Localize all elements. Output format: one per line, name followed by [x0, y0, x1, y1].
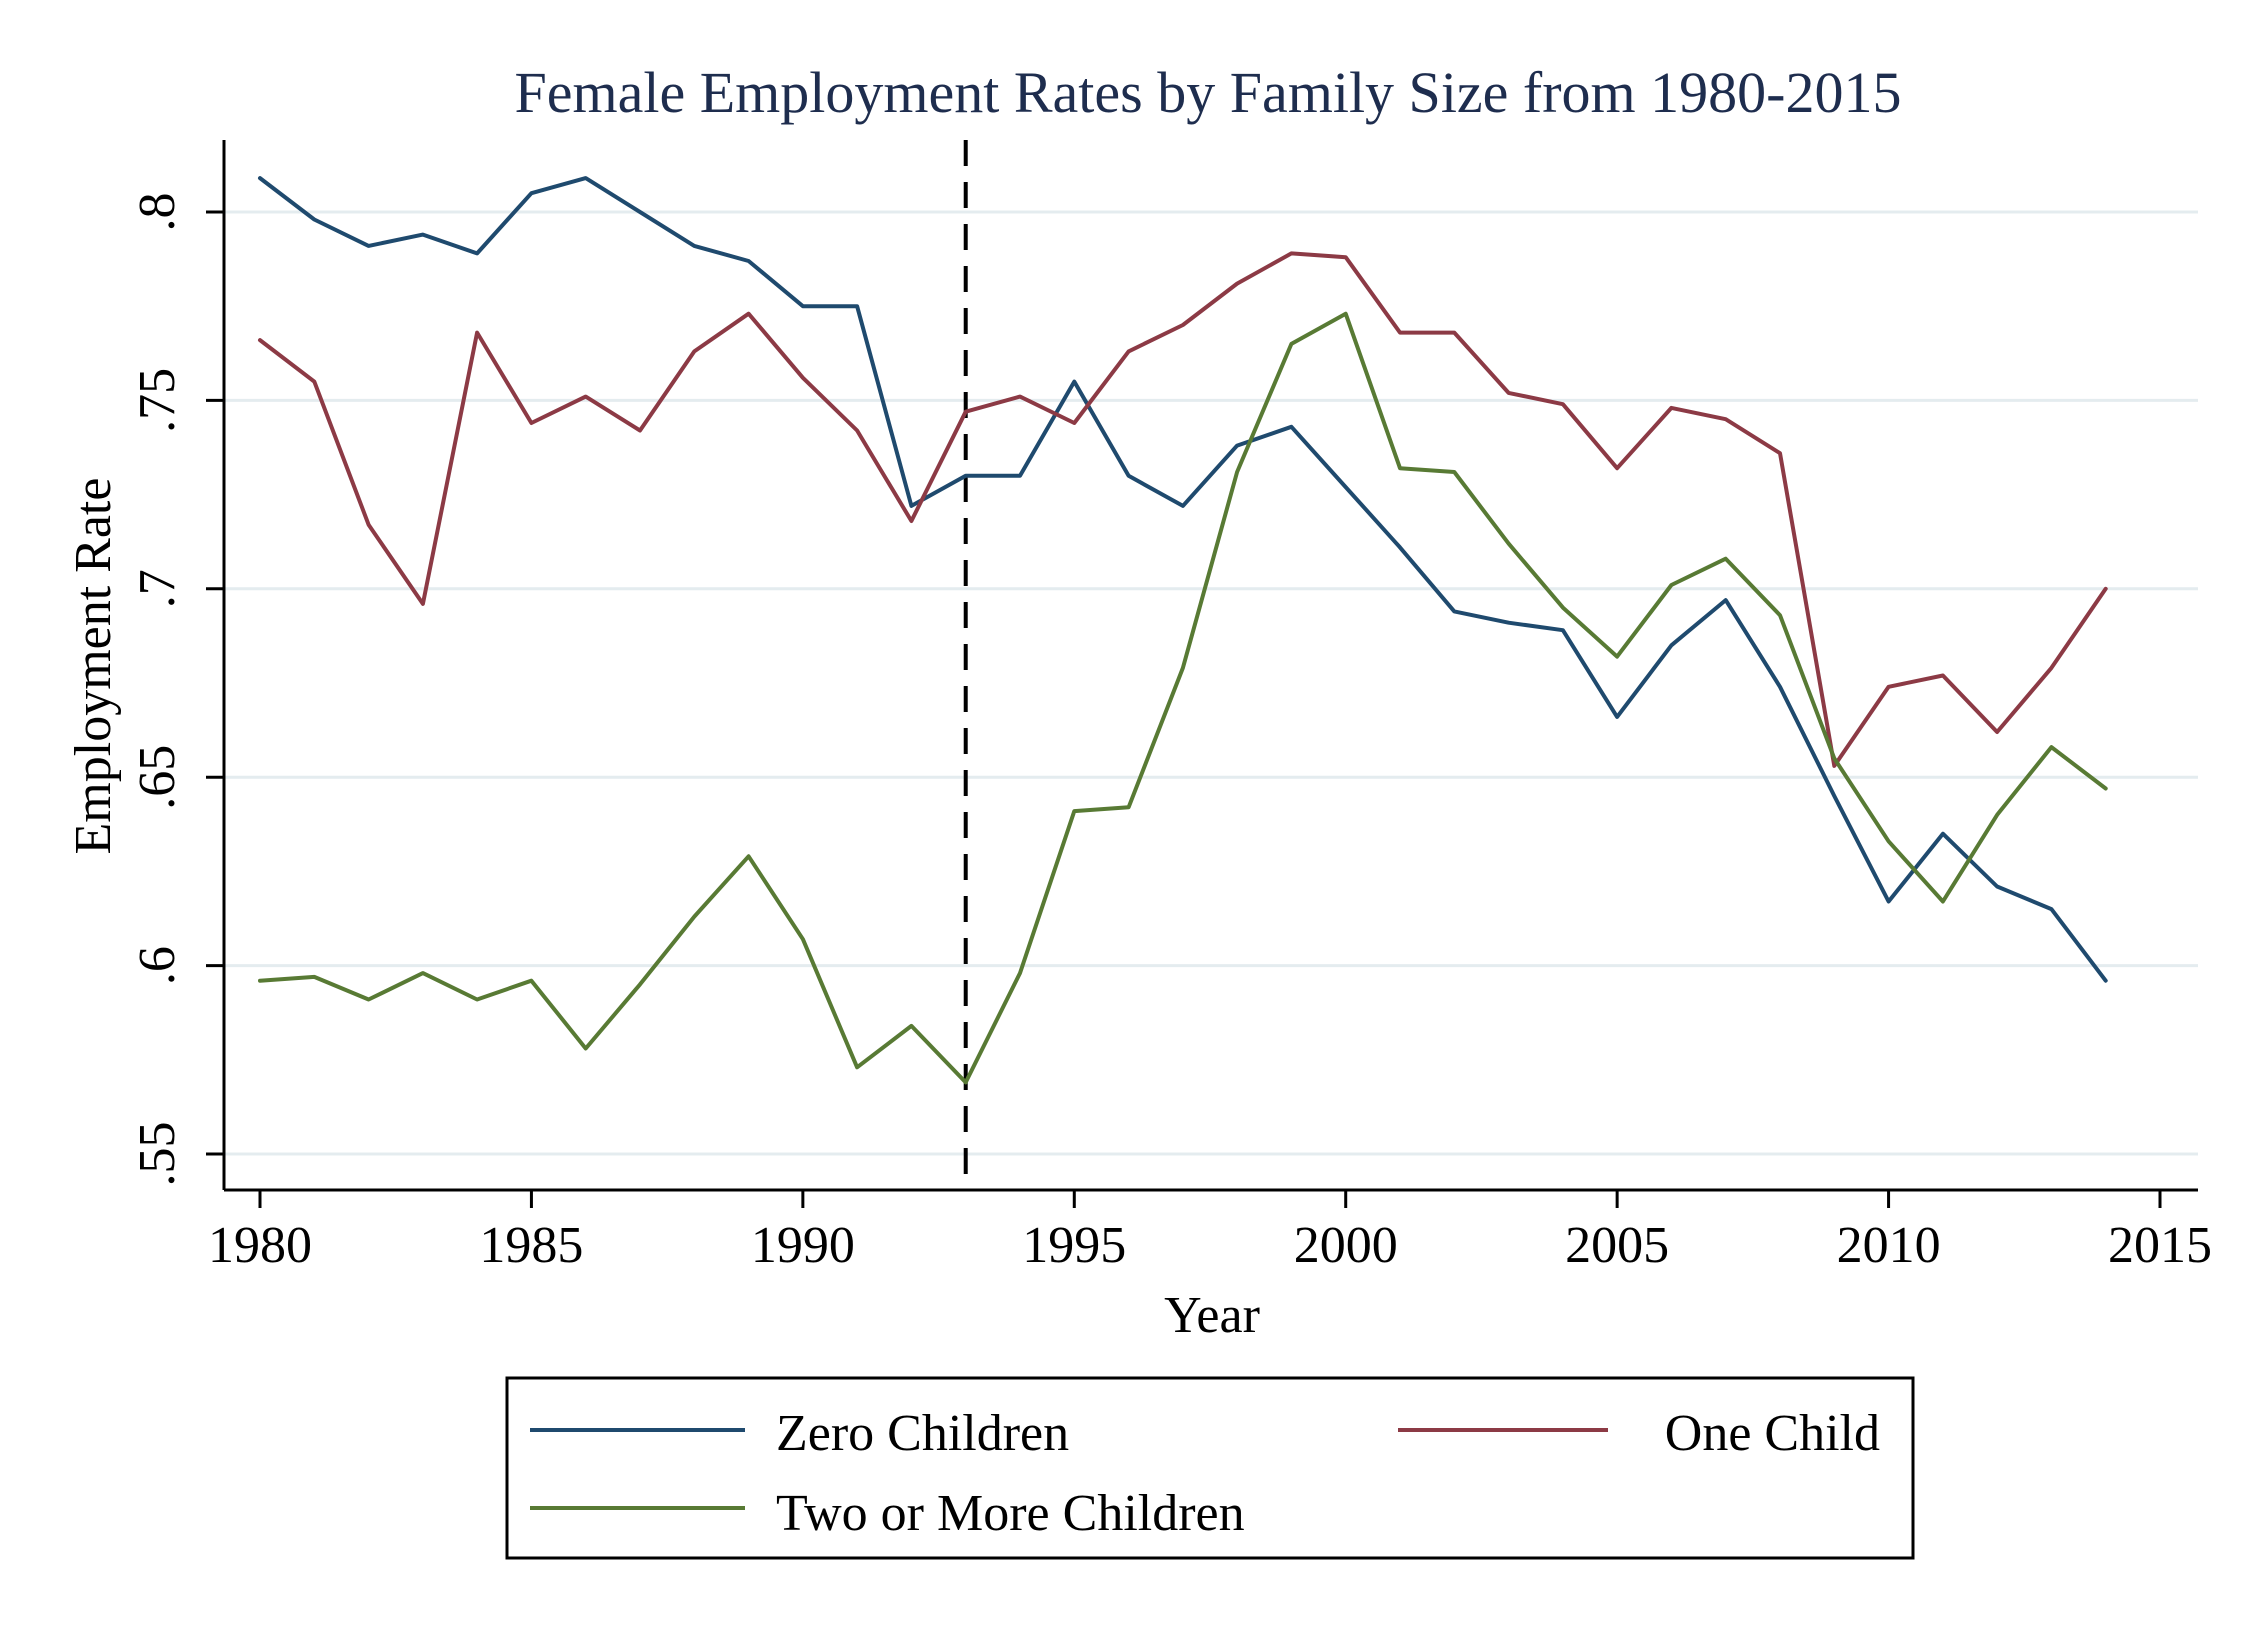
legend-label-zero-children: Zero Children: [776, 1405, 1069, 1462]
y-axis-title: Employment Rate: [65, 478, 122, 855]
series-line-zero-children: [258, 176, 2108, 983]
y-tick-label-3: .7: [129, 569, 186, 608]
x-tick-label-3: 1995: [1022, 1217, 1126, 1274]
legend-label-two-or-more-children: Two or More Children: [776, 1485, 1245, 1542]
series-lines: [258, 176, 2108, 1085]
series-line-one-child: [258, 251, 2108, 768]
x-tick-label-1: 1985: [479, 1217, 583, 1274]
legend-box: [505, 1376, 1915, 1560]
x-tick-label-5: 2005: [1565, 1217, 1669, 1274]
gridlines: [224, 210, 2198, 1156]
y-tick-label-0: .55: [129, 1122, 186, 1187]
legend-label-one-child: One Child: [1665, 1405, 1880, 1462]
x-tick-label-2: 1990: [751, 1217, 855, 1274]
axes: .55 .6 .65 .7 .75 .8 1980 1985 1990 1995 2000 2005 2…: [129, 140, 2212, 1274]
x-tick-label-0: 1980: [208, 1217, 312, 1274]
series-line-two-or-more-children: [258, 311, 2108, 1085]
x-tick-label-7: 2015: [2108, 1217, 2212, 1274]
x-axis-title: Year: [1164, 1287, 1260, 1344]
legend: Zero Children One Child Two or More Chil…: [505, 1376, 1915, 1560]
x-tick-label-6: 2010: [1837, 1217, 1941, 1274]
y-tick-label-2: .65: [129, 745, 186, 810]
y-tick-label-4: .75: [129, 368, 186, 433]
y-tick-label-5: .8: [129, 193, 186, 232]
chart-title: Female Employment Rates by Family Size f…: [515, 60, 1902, 125]
x-tick-label-4: 2000: [1294, 1217, 1398, 1274]
y-tick-label-1: .6: [129, 946, 186, 985]
